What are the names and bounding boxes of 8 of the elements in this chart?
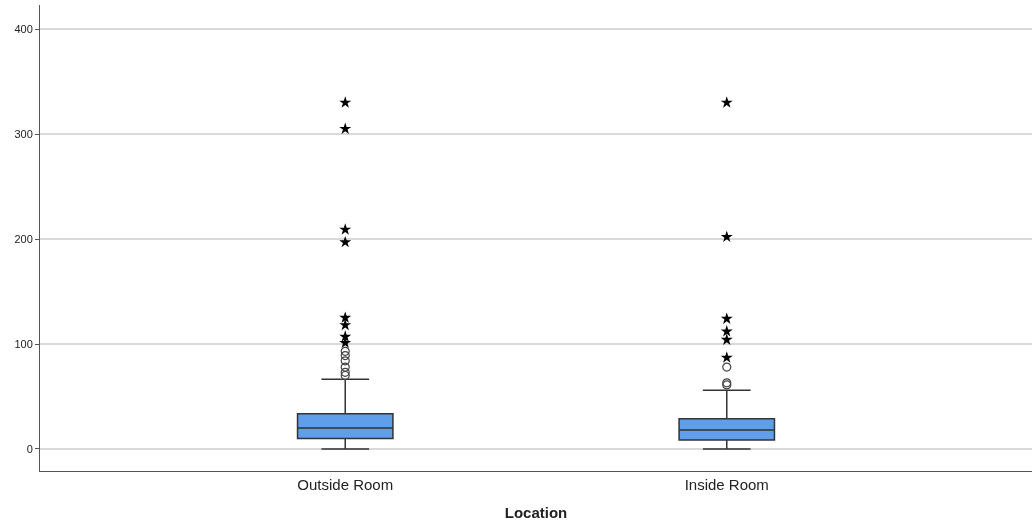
x-axis-title: Location [504,504,568,521]
x-tick-label: Inside Room [684,476,769,493]
x-tick-label: Outside Room [297,476,394,493]
y-tick-label: 400 [14,22,33,35]
y-tick-label: 100 [14,337,33,350]
y-tick-label: 300 [14,127,33,140]
y-tick-label: 0 [26,442,33,455]
y-tick-label: 200 [14,232,33,245]
